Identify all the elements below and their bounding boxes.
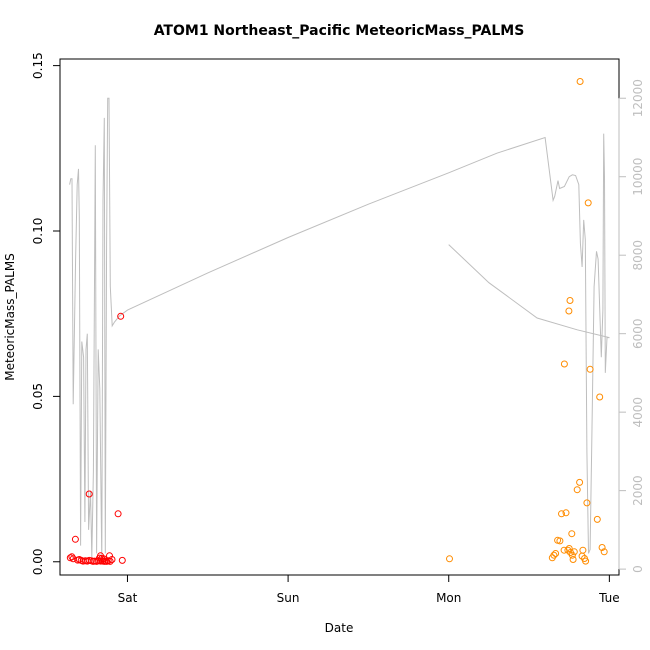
data-point-series2-7 — [558, 510, 565, 518]
x-tick-label-1: Sat — [118, 591, 138, 605]
data-point-series2-27 — [576, 78, 584, 85]
data-point-series1-28 — [85, 490, 93, 498]
data-point-series2-30 — [598, 544, 606, 551]
data-point-series2-16 — [560, 360, 568, 368]
altitude-track-line-2 — [448, 244, 610, 339]
data-point-series1-4 — [71, 535, 79, 543]
y-right-tick-label-4: 6000 — [631, 318, 645, 349]
data-point-series2-26 — [586, 365, 594, 373]
data-point-series2-33 — [578, 552, 586, 560]
data-point-series1-31 — [118, 556, 126, 564]
y-axis-left: 0.00 0.05 0.10 0.15 — [31, 52, 61, 575]
data-point-series2-11 — [565, 545, 573, 552]
data-point-series2-9 — [562, 509, 570, 517]
data-point-series2-17 — [565, 307, 573, 315]
x-tick-label-4: Tue — [598, 591, 620, 605]
data-point-series1-2 — [68, 553, 76, 561]
data-point-series2-25 — [584, 199, 592, 207]
y-right-tick-label-5: 8000 — [631, 240, 645, 271]
x-axis: Sat Sun Mon Tue — [118, 574, 620, 605]
data-point-series2-3 — [550, 551, 558, 559]
y-right-tick-label-2: 2000 — [631, 475, 645, 506]
data-point-series1-33 — [117, 312, 125, 320]
data-point-series1-30 — [106, 552, 113, 560]
data-point-series2-15 — [570, 548, 578, 556]
data-point-series1-29 — [97, 552, 104, 560]
y-right-tick-label-7: 12000 — [631, 79, 645, 117]
y-left-tick-label-4: 0.15 — [31, 52, 45, 79]
data-point-series2-4 — [552, 550, 560, 557]
x-axis-label: Date — [325, 621, 354, 635]
data-point-series2-13 — [568, 530, 576, 538]
y-right-tick-label-3: 4000 — [631, 397, 645, 428]
data-point-series2-24 — [583, 499, 591, 507]
data-point-series2-20 — [576, 478, 584, 486]
data-point-series2-28 — [593, 515, 601, 523]
chart-title: ATOM1 Northeast_Pacific MeteoricMass_PAL… — [154, 23, 525, 39]
x-tick-label-3: Mon — [436, 591, 461, 605]
y-left-tick-label-1: 0.00 — [31, 548, 45, 575]
data-point-series1-1 — [66, 554, 74, 562]
y-left-tick-label-3: 0.10 — [31, 218, 45, 245]
altitude-track-line-1 — [69, 97, 610, 562]
data-point-series2-23 — [582, 557, 590, 565]
data-point-series2-14 — [569, 556, 577, 563]
data-point-series2-32 — [568, 551, 576, 559]
data-point-series2-19 — [573, 486, 581, 494]
y-right-tick-label-1: 0 — [631, 565, 645, 573]
y-axis-label: MeteoricMass_PALMS — [3, 253, 17, 381]
data-points — [66, 78, 608, 565]
y-axis-right: 0 2000 4000 6000 8000 10000 12000 — [618, 79, 645, 573]
data-point-series1-32 — [114, 510, 122, 518]
y-right-tick-label-6: 10000 — [631, 158, 645, 196]
data-point-series2-18 — [566, 297, 574, 304]
y-left-tick-label-2: 0.05 — [31, 383, 45, 410]
x-tick-label-2: Sun — [277, 591, 300, 605]
data-point-series2-6 — [556, 537, 564, 545]
data-point-series2-31 — [600, 548, 608, 556]
data-point-series2-1 — [446, 555, 453, 563]
data-point-series2-29 — [596, 393, 604, 401]
altitude-track — [69, 97, 610, 562]
